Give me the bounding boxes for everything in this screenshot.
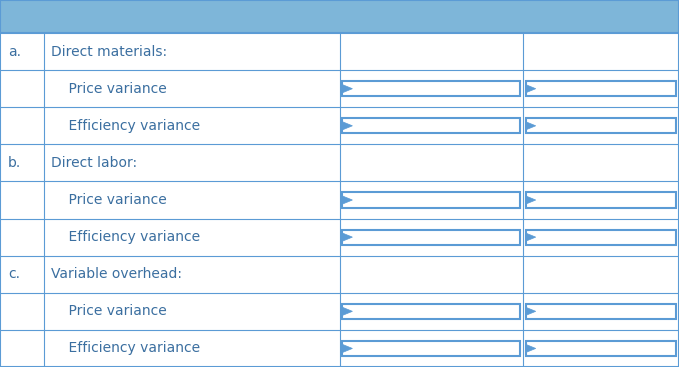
Polygon shape xyxy=(526,84,536,93)
Bar xyxy=(526,81,676,96)
Bar xyxy=(342,81,520,96)
Text: Price variance: Price variance xyxy=(51,82,166,96)
Text: a.: a. xyxy=(8,44,21,59)
Text: Direct labor:: Direct labor: xyxy=(51,156,137,170)
Polygon shape xyxy=(342,344,352,353)
Polygon shape xyxy=(342,196,352,204)
Text: Price variance: Price variance xyxy=(51,304,166,318)
Polygon shape xyxy=(526,196,536,204)
Bar xyxy=(526,192,676,208)
Bar xyxy=(526,304,676,319)
Polygon shape xyxy=(342,307,352,316)
Text: Efficiency variance: Efficiency variance xyxy=(51,341,200,356)
Polygon shape xyxy=(342,84,352,93)
Text: Efficiency variance: Efficiency variance xyxy=(51,230,200,244)
Bar xyxy=(342,192,520,208)
Polygon shape xyxy=(526,121,536,130)
Text: b.: b. xyxy=(8,156,22,170)
Polygon shape xyxy=(342,121,352,130)
Polygon shape xyxy=(342,233,352,241)
Bar xyxy=(342,304,520,319)
Bar xyxy=(526,118,676,133)
Bar xyxy=(342,118,520,133)
Bar xyxy=(0,0,679,33)
Bar xyxy=(526,341,676,356)
Polygon shape xyxy=(526,307,536,316)
Polygon shape xyxy=(526,233,536,241)
Text: Variable overhead:: Variable overhead: xyxy=(51,267,182,281)
Bar xyxy=(342,230,520,245)
Text: c.: c. xyxy=(8,267,20,281)
Text: Efficiency variance: Efficiency variance xyxy=(51,119,200,133)
Bar xyxy=(526,230,676,245)
Text: Direct materials:: Direct materials: xyxy=(51,44,167,59)
Bar xyxy=(342,341,520,356)
Polygon shape xyxy=(526,344,536,353)
Text: Price variance: Price variance xyxy=(51,193,166,207)
